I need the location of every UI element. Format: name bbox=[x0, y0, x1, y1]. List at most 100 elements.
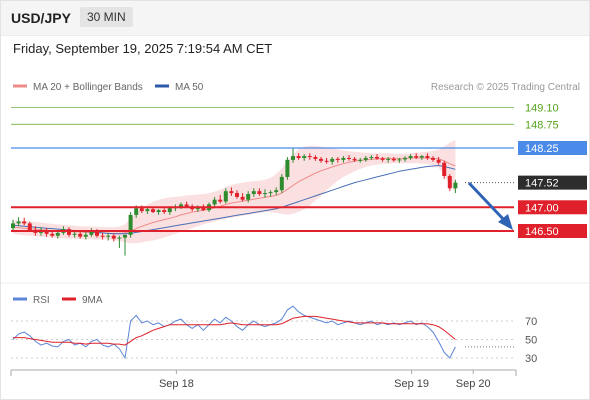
candle bbox=[330, 157, 335, 165]
candle-body bbox=[117, 237, 122, 239]
legend-rsi-label: RSI bbox=[33, 295, 50, 306]
candle bbox=[223, 188, 228, 204]
candle bbox=[22, 217, 27, 226]
main-legend: MA 20 + Bollinger Bands MA 50 bbox=[13, 82, 204, 93]
price-level-resistance: 149.10 bbox=[11, 103, 559, 115]
candle bbox=[397, 157, 402, 163]
price-layer bbox=[11, 139, 458, 256]
candle bbox=[100, 232, 105, 240]
candle bbox=[369, 155, 374, 160]
resistance-label: 148.25 bbox=[525, 143, 559, 155]
candle bbox=[408, 154, 413, 160]
candle-body bbox=[156, 210, 161, 213]
candle-body bbox=[145, 209, 150, 212]
candle-body bbox=[218, 199, 223, 202]
candle-body bbox=[307, 156, 312, 158]
candle-body bbox=[414, 156, 419, 158]
candle-body bbox=[100, 235, 105, 237]
candle bbox=[447, 174, 452, 192]
candle bbox=[89, 228, 94, 237]
candle bbox=[72, 231, 77, 238]
candle bbox=[414, 153, 419, 159]
candle bbox=[257, 188, 262, 196]
candle bbox=[123, 234, 127, 256]
candle-body bbox=[386, 158, 391, 160]
candle-body bbox=[134, 208, 139, 215]
candle bbox=[319, 157, 323, 163]
candle-body bbox=[78, 233, 83, 237]
candle bbox=[162, 208, 167, 214]
legend-9ma-label: 9MA bbox=[82, 295, 103, 306]
price-level-support: 147.00 bbox=[11, 200, 587, 215]
projection-arrow bbox=[467, 181, 513, 230]
candle-body bbox=[380, 158, 385, 160]
candle bbox=[251, 188, 256, 197]
candle bbox=[419, 155, 424, 160]
pair-title: USD/JPY bbox=[11, 10, 71, 26]
candle-body bbox=[436, 159, 441, 163]
candle bbox=[307, 153, 312, 160]
candle-body bbox=[167, 208, 172, 213]
candle bbox=[363, 156, 368, 162]
candle bbox=[313, 155, 318, 161]
arrow-head bbox=[498, 214, 513, 230]
current-price-tag bbox=[518, 175, 587, 190]
candle bbox=[403, 156, 407, 162]
candle-body bbox=[431, 157, 435, 160]
candle bbox=[358, 157, 363, 163]
candle-body bbox=[442, 162, 447, 176]
candle bbox=[128, 212, 133, 238]
candle-body bbox=[369, 157, 374, 159]
candle-body bbox=[251, 191, 256, 195]
candle-body bbox=[95, 231, 99, 236]
candle-body bbox=[106, 235, 111, 237]
candle-body bbox=[11, 223, 15, 229]
candle bbox=[246, 191, 251, 203]
support-tag bbox=[518, 224, 587, 238]
candle-body bbox=[151, 209, 155, 213]
candle bbox=[324, 157, 329, 164]
candle-body bbox=[240, 196, 245, 200]
rsi-layer: 30 50 70 bbox=[11, 305, 537, 365]
candle-body bbox=[274, 190, 279, 193]
candle bbox=[263, 189, 267, 198]
candle bbox=[431, 156, 435, 162]
candle bbox=[212, 196, 217, 208]
candle-body bbox=[285, 159, 290, 177]
candle-body bbox=[268, 192, 273, 194]
candle-body bbox=[375, 157, 379, 159]
price-level-resistance: 148.25 bbox=[11, 141, 587, 155]
candle bbox=[83, 231, 88, 240]
candle-body bbox=[162, 210, 167, 213]
candle bbox=[145, 207, 150, 214]
candle bbox=[291, 147, 295, 163]
candle-body bbox=[330, 158, 335, 162]
candle-body bbox=[347, 157, 351, 159]
rsi-tick-label: 70 bbox=[525, 316, 537, 328]
candle-body bbox=[257, 191, 262, 195]
candle-body bbox=[313, 157, 318, 159]
candle-body bbox=[123, 234, 127, 238]
candle-body bbox=[447, 175, 452, 189]
candle-body bbox=[425, 156, 430, 158]
candle bbox=[117, 235, 122, 249]
candle bbox=[285, 157, 290, 180]
timestamp: Friday, September 19, 2025 7:19:54 AM CE… bbox=[13, 41, 273, 56]
legend-ma50-label: MA 50 bbox=[175, 82, 204, 93]
candle bbox=[436, 157, 441, 165]
candle-body bbox=[419, 156, 424, 158]
candle-body bbox=[279, 176, 284, 191]
candle bbox=[106, 232, 111, 241]
candle-body bbox=[111, 235, 116, 239]
rsi-9ma-line bbox=[13, 315, 456, 346]
legend-ma20-label: MA 20 + Bollinger Bands bbox=[33, 82, 143, 93]
candle bbox=[386, 157, 391, 163]
candle bbox=[335, 157, 340, 163]
candle-body bbox=[302, 156, 307, 158]
candle bbox=[279, 174, 284, 194]
candle-body bbox=[335, 158, 340, 160]
candle-body bbox=[55, 232, 60, 236]
candle bbox=[341, 156, 346, 163]
timeframe-badge[interactable]: 30 MIN bbox=[80, 7, 133, 27]
